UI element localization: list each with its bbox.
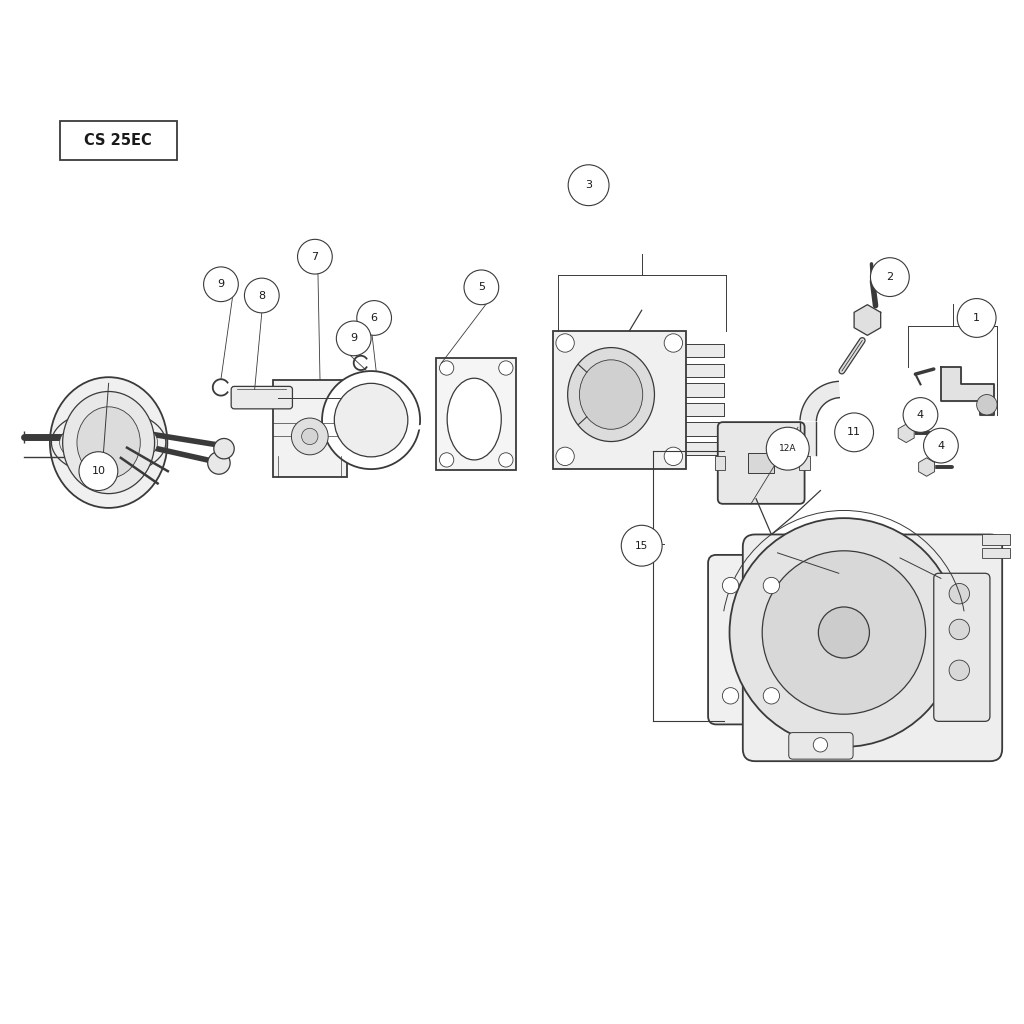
FancyBboxPatch shape: [231, 386, 293, 409]
Circle shape: [870, 258, 909, 297]
Circle shape: [464, 270, 499, 305]
Polygon shape: [854, 305, 881, 335]
Circle shape: [622, 525, 663, 566]
Circle shape: [499, 360, 513, 375]
Ellipse shape: [567, 347, 654, 441]
Circle shape: [763, 578, 779, 594]
Ellipse shape: [580, 359, 643, 429]
Text: 7: 7: [311, 252, 318, 262]
Circle shape: [302, 428, 318, 444]
Ellipse shape: [447, 378, 502, 460]
Circle shape: [957, 299, 996, 337]
Bar: [682, 423, 724, 436]
Text: 5: 5: [478, 283, 484, 292]
Bar: [982, 548, 1011, 558]
Bar: [436, 357, 516, 470]
Ellipse shape: [62, 391, 155, 494]
Circle shape: [208, 452, 230, 474]
Text: CS 25EC: CS 25EC: [84, 133, 153, 147]
Circle shape: [439, 360, 454, 375]
Circle shape: [556, 447, 574, 466]
Polygon shape: [919, 458, 935, 476]
Circle shape: [323, 371, 420, 469]
Circle shape: [722, 578, 738, 594]
Bar: [59, 121, 177, 160]
Circle shape: [766, 427, 809, 470]
Polygon shape: [941, 367, 994, 415]
Circle shape: [762, 551, 926, 714]
Circle shape: [835, 413, 873, 452]
FancyBboxPatch shape: [718, 422, 805, 504]
Bar: [982, 535, 1011, 545]
FancyBboxPatch shape: [742, 535, 1002, 761]
Circle shape: [818, 607, 869, 658]
Bar: [749, 453, 774, 473]
Text: 12A: 12A: [779, 444, 797, 454]
Bar: [800, 456, 810, 470]
Text: 1: 1: [973, 313, 980, 323]
Bar: [682, 383, 724, 396]
FancyBboxPatch shape: [934, 573, 990, 721]
Text: 4: 4: [916, 410, 924, 420]
Text: 11: 11: [847, 427, 861, 437]
Circle shape: [568, 165, 609, 206]
Bar: [715, 456, 725, 470]
Circle shape: [298, 240, 332, 274]
Circle shape: [813, 737, 827, 752]
Ellipse shape: [68, 425, 150, 461]
Text: 10: 10: [91, 466, 105, 476]
Circle shape: [949, 660, 970, 681]
Circle shape: [722, 688, 738, 703]
FancyBboxPatch shape: [708, 555, 801, 724]
Circle shape: [356, 301, 391, 335]
Bar: [682, 364, 724, 377]
Circle shape: [977, 394, 997, 415]
Circle shape: [204, 267, 239, 302]
Circle shape: [729, 518, 958, 746]
Circle shape: [336, 322, 371, 355]
Ellipse shape: [50, 377, 167, 508]
Polygon shape: [800, 381, 840, 421]
Text: 3: 3: [585, 180, 592, 190]
Text: 6: 6: [371, 313, 378, 323]
FancyBboxPatch shape: [788, 732, 853, 759]
Text: 4: 4: [937, 440, 944, 451]
Circle shape: [903, 397, 938, 432]
Circle shape: [665, 447, 683, 466]
Circle shape: [949, 584, 970, 604]
Polygon shape: [898, 424, 914, 442]
Circle shape: [763, 688, 779, 703]
Circle shape: [292, 418, 328, 455]
Circle shape: [556, 334, 574, 352]
Bar: [682, 442, 724, 456]
Text: 8: 8: [258, 291, 265, 300]
Circle shape: [499, 453, 513, 467]
Ellipse shape: [77, 407, 140, 478]
Circle shape: [924, 428, 958, 463]
Ellipse shape: [59, 418, 158, 467]
Text: 9: 9: [217, 280, 224, 289]
Circle shape: [439, 453, 454, 467]
Circle shape: [949, 620, 970, 640]
Text: 9: 9: [350, 334, 357, 343]
Bar: [682, 344, 724, 357]
Text: 15: 15: [635, 541, 648, 551]
Circle shape: [214, 438, 234, 459]
Bar: [682, 402, 724, 416]
Circle shape: [79, 452, 118, 490]
Bar: [553, 331, 686, 469]
Circle shape: [665, 334, 683, 352]
Bar: [273, 380, 346, 477]
Polygon shape: [800, 422, 816, 455]
Text: 2: 2: [887, 272, 893, 283]
Circle shape: [334, 383, 408, 457]
Circle shape: [245, 279, 280, 313]
